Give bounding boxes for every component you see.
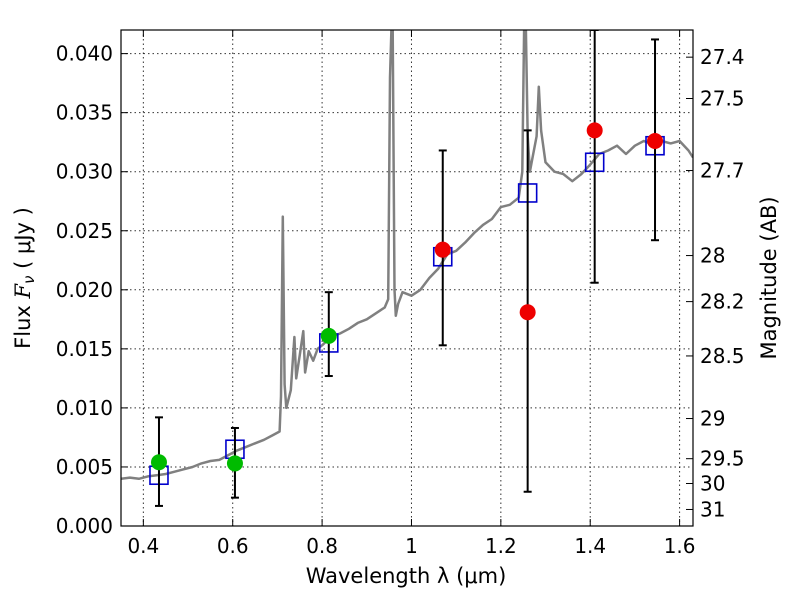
y-tick-label: 0.005 [56,455,113,479]
observed-points-series [150,122,664,472]
x-axis-label: Wavelength λ (μm) [306,564,507,588]
observed-green-point [150,454,167,471]
observed-green-point [320,327,337,344]
x-tick-label: 1 [405,534,418,558]
observed-red-point [647,133,664,150]
y2-axis-label: Magnitude (AB) [757,196,781,359]
y2-tick-label: 28.2 [700,290,745,314]
y-tick-label: 0.010 [56,396,113,420]
y2-tick-label: 27.7 [700,159,745,183]
y2-tick-label: 29.5 [700,447,745,471]
observed-red-point [586,122,603,139]
y2-tick-label: 30 [700,471,725,495]
y-axis-label-prefix: Flux [11,299,35,349]
y2-tick-label: 27.4 [700,45,745,69]
plot-frame [120,29,694,527]
axes-frame [120,29,694,527]
y-tick-label: 0.035 [56,101,113,125]
y2-tick-label: 31 [700,497,725,521]
y-tick-label: 0.020 [56,278,113,302]
y-tick-label: 0.000 [56,514,113,538]
y-axis-label-subscript: ν [20,276,38,284]
y-axis-label-symbol: F [11,283,35,300]
y-tick-label: 0.040 [56,42,113,66]
observed-red-point [434,241,451,258]
plot-data [121,30,693,507]
x-tick-label: 1.6 [664,534,696,558]
y-axis-label-unit: ( μJy ) [11,207,35,275]
y-tick-label: 0.030 [56,160,113,184]
y2-tick-label: 28.5 [700,344,745,368]
y-axis-label: Flux Fν ( μJy ) [11,207,38,349]
y-tick-label: 0.025 [56,219,113,243]
x-tick-label: 0.6 [217,534,249,558]
x-tick-label: 0.4 [127,534,159,558]
x-tick-label: 0.8 [306,534,338,558]
y-tick-label: 0.015 [56,337,113,361]
y2-tick-label: 29 [700,407,725,431]
x-tick-label: 1.4 [574,534,606,558]
spectrum-line [121,30,693,481]
observed-red-point [519,304,536,321]
y2-tick-label: 27.5 [700,86,745,110]
observed-green-point [226,455,243,472]
spectrum-series [121,30,693,481]
y2-tick-label: 28 [700,244,725,268]
x-tick-label: 1.2 [485,534,517,558]
tick-labels: 0.4 0.6 0.8 1 1.2 1.4 1.6 0.000 0.005 0.010 0.015 0… [56,42,745,558]
